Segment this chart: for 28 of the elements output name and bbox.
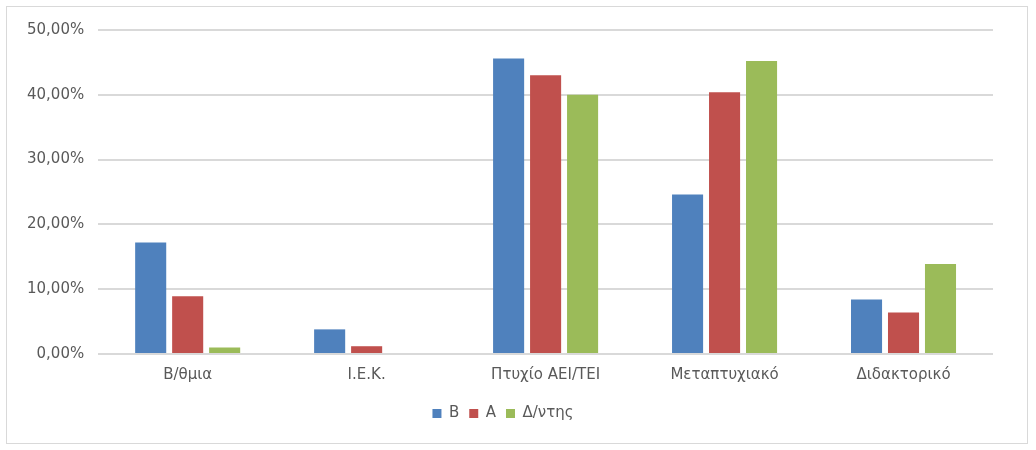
legend-label: Β — [448, 403, 460, 422]
legend-label: Α — [485, 403, 497, 422]
bar — [887, 312, 920, 353]
bar — [924, 263, 957, 353]
bar — [135, 242, 167, 353]
x-tick-label: Ι.Ε.Κ. — [347, 364, 386, 383]
y-tick-label: 30,00% — [26, 149, 85, 168]
bar — [709, 92, 741, 353]
bar — [351, 346, 383, 353]
bar — [172, 296, 204, 353]
y-tick-label: 40,00% — [26, 84, 85, 103]
x-tick-label: Διδακτορικό — [856, 364, 951, 383]
x-tick-label: Μεταπτυχιακό — [670, 364, 779, 383]
x-tick-label: Πτυχίο ΑΕΙ/ΤΕΙ — [491, 364, 601, 383]
bar — [493, 58, 525, 353]
bar — [672, 194, 704, 353]
y-tick-label: 50,00% — [26, 19, 85, 38]
bar — [209, 347, 241, 353]
bar — [746, 61, 778, 353]
y-tick-label: 10,00% — [26, 279, 85, 298]
y-tick-label: 0,00% — [36, 343, 85, 362]
legend-label: Δ/ντης — [522, 403, 574, 422]
bar — [530, 75, 562, 353]
x-tick-label: Β/θμια — [163, 364, 213, 383]
bar — [567, 94, 599, 353]
y-tick-label: 20,00% — [26, 214, 85, 233]
bar — [851, 299, 883, 353]
bar — [314, 329, 346, 353]
